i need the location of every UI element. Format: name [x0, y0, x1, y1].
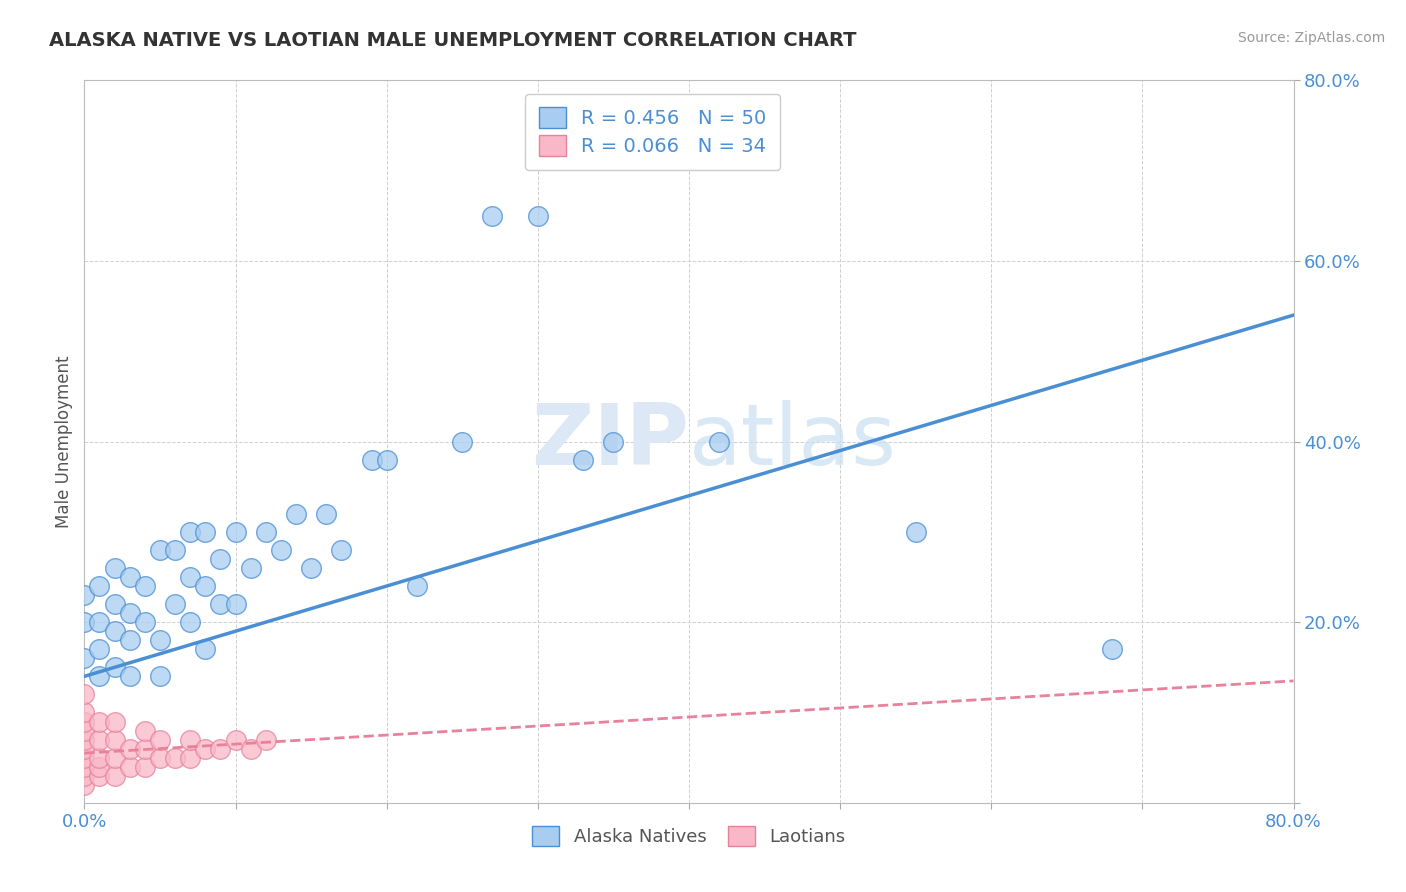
Point — [73, 651, 96, 665]
Point — [330, 542, 353, 557]
Point — [104, 769, 127, 783]
Point — [89, 714, 111, 729]
Point — [89, 642, 111, 657]
Point — [118, 606, 141, 620]
Point — [179, 570, 201, 584]
Point — [73, 706, 96, 720]
Point — [299, 561, 322, 575]
Point — [315, 507, 337, 521]
Point — [360, 452, 382, 467]
Point — [149, 669, 172, 683]
Point — [73, 760, 96, 774]
Point — [73, 741, 96, 756]
Point — [104, 660, 127, 674]
Point — [904, 524, 927, 539]
Point — [73, 588, 96, 602]
Point — [572, 452, 595, 467]
Point — [104, 597, 127, 611]
Point — [179, 732, 201, 747]
Point — [254, 732, 277, 747]
Point — [527, 209, 550, 223]
Y-axis label: Male Unemployment: Male Unemployment — [55, 355, 73, 528]
Point — [134, 741, 156, 756]
Point — [225, 597, 247, 611]
Point — [73, 732, 96, 747]
Point — [406, 579, 429, 593]
Point — [104, 714, 127, 729]
Point — [285, 507, 308, 521]
Point — [165, 542, 187, 557]
Point — [149, 750, 172, 764]
Point — [709, 434, 731, 449]
Point — [134, 723, 156, 738]
Point — [149, 732, 172, 747]
Point — [104, 624, 127, 639]
Point — [225, 524, 247, 539]
Text: Source: ZipAtlas.com: Source: ZipAtlas.com — [1237, 31, 1385, 45]
Point — [165, 750, 187, 764]
Text: ZIP: ZIP — [531, 400, 689, 483]
Point — [104, 561, 127, 575]
Point — [118, 570, 141, 584]
Point — [209, 741, 232, 756]
Point — [194, 642, 217, 657]
Point — [89, 669, 111, 683]
Point — [89, 732, 111, 747]
Point — [1101, 642, 1123, 657]
Point — [118, 633, 141, 648]
Text: ALASKA NATIVE VS LAOTIAN MALE UNEMPLOYMENT CORRELATION CHART: ALASKA NATIVE VS LAOTIAN MALE UNEMPLOYME… — [49, 31, 856, 50]
Point — [118, 760, 141, 774]
Point — [89, 750, 111, 764]
Point — [134, 579, 156, 593]
Point — [209, 552, 232, 566]
Point — [89, 769, 111, 783]
Point — [179, 615, 201, 630]
Point — [481, 209, 503, 223]
Point — [89, 615, 111, 630]
Point — [73, 615, 96, 630]
Text: atlas: atlas — [689, 400, 897, 483]
Point — [209, 597, 232, 611]
Point — [375, 452, 398, 467]
Point — [89, 579, 111, 593]
Point — [602, 434, 624, 449]
Point — [73, 778, 96, 792]
Point — [239, 561, 262, 575]
Point — [118, 669, 141, 683]
Point — [73, 723, 96, 738]
Point — [194, 524, 217, 539]
Point — [73, 769, 96, 783]
Point — [89, 760, 111, 774]
Point — [254, 524, 277, 539]
Point — [73, 750, 96, 764]
Point — [149, 542, 172, 557]
Point — [194, 741, 217, 756]
Point — [149, 633, 172, 648]
Point — [73, 714, 96, 729]
Point — [270, 542, 292, 557]
Point — [179, 524, 201, 539]
Point — [104, 750, 127, 764]
Point — [118, 741, 141, 756]
Point — [104, 732, 127, 747]
Point — [239, 741, 262, 756]
Point — [165, 597, 187, 611]
Point — [451, 434, 474, 449]
Point — [194, 579, 217, 593]
Legend: Alaska Natives, Laotians: Alaska Natives, Laotians — [523, 817, 855, 855]
Point — [179, 750, 201, 764]
Point — [134, 615, 156, 630]
Point — [73, 687, 96, 701]
Point — [225, 732, 247, 747]
Point — [134, 760, 156, 774]
